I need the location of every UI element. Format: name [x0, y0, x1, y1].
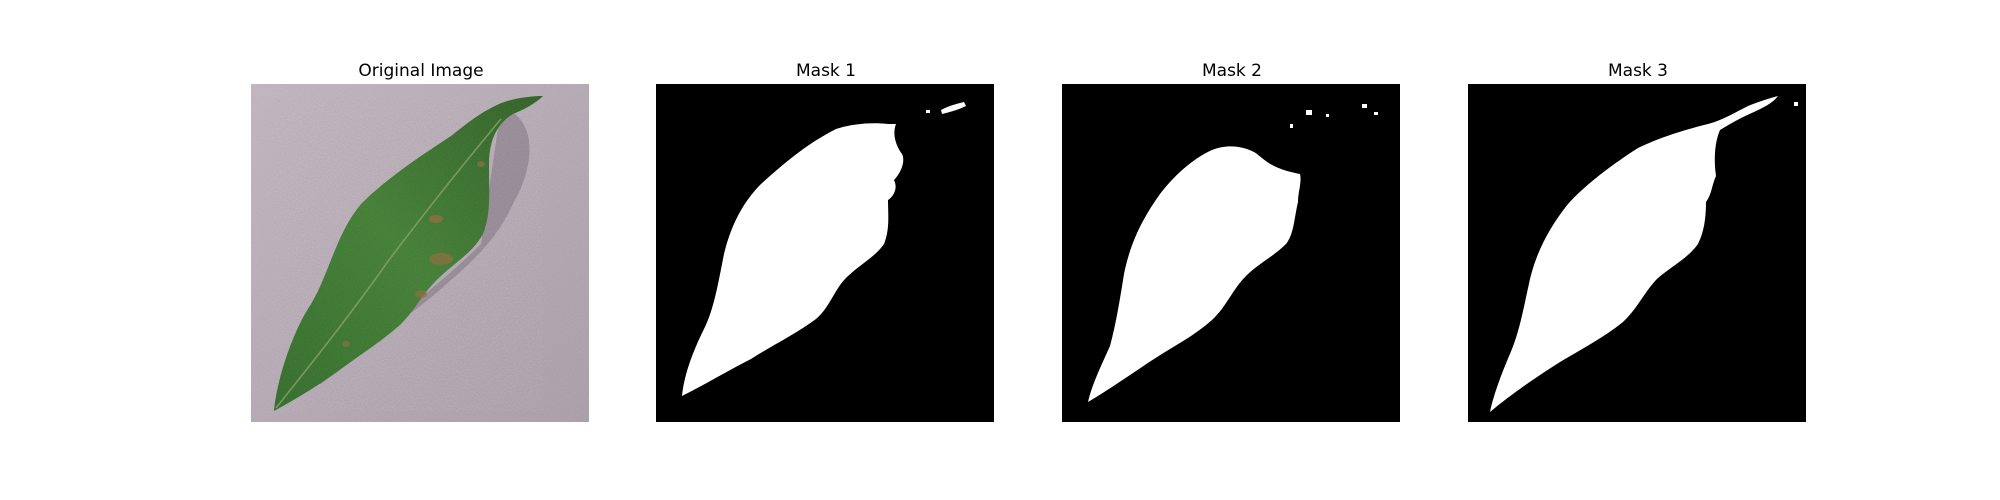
mask-fragment	[1326, 114, 1329, 117]
mask-3-frame	[1468, 84, 1806, 422]
mask-region	[1088, 146, 1301, 402]
panel-mask-3: Mask 3	[1468, 58, 1808, 422]
panel-original-image: Original Image	[251, 58, 591, 422]
original-image-frame	[251, 84, 589, 422]
mask-fragment	[926, 110, 930, 113]
panel-mask-2: Mask 2	[1062, 58, 1402, 422]
mask-region	[682, 123, 904, 397]
mask-fragment	[1794, 102, 1798, 106]
mask-fragment	[1362, 104, 1367, 108]
panel-mask-1: Mask 1	[656, 58, 996, 422]
leaf-photo	[251, 84, 589, 422]
panel-title: Mask 1	[795, 61, 856, 81]
leaf-mask	[656, 84, 994, 422]
mask-fragment	[1374, 112, 1378, 115]
leaf-texture	[274, 96, 543, 411]
panel-title: Original Image	[358, 61, 484, 81]
mask-2-frame	[1062, 84, 1400, 422]
leaf-shadow	[311, 108, 530, 384]
mask-fragment	[1306, 110, 1312, 115]
mask-region	[1490, 96, 1778, 412]
leaf-mask	[1062, 84, 1400, 422]
leaf-mask	[1468, 84, 1806, 422]
mask-fragment	[941, 102, 966, 114]
panel-title: Mask 3	[1607, 61, 1668, 81]
panel-title: Mask 2	[1201, 61, 1262, 81]
mask-1-frame	[656, 84, 994, 422]
mask-fragment	[1290, 124, 1293, 128]
